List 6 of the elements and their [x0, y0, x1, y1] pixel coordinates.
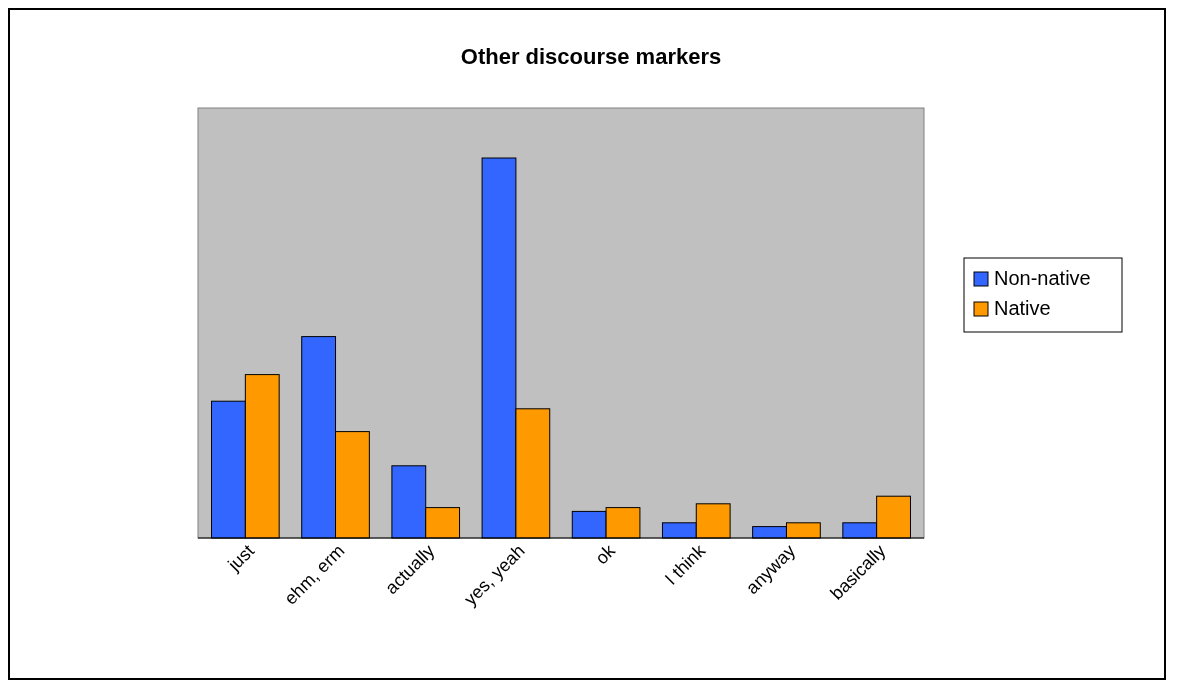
x-tick-label: ok [591, 539, 620, 569]
legend-label: Native [994, 297, 1051, 319]
chart-title: Other discourse markers [460, 44, 722, 69]
legend-label: Non-native [994, 267, 1091, 289]
x-tick-label: ehm, erm [280, 540, 349, 609]
x-tick-label: just [223, 540, 259, 576]
